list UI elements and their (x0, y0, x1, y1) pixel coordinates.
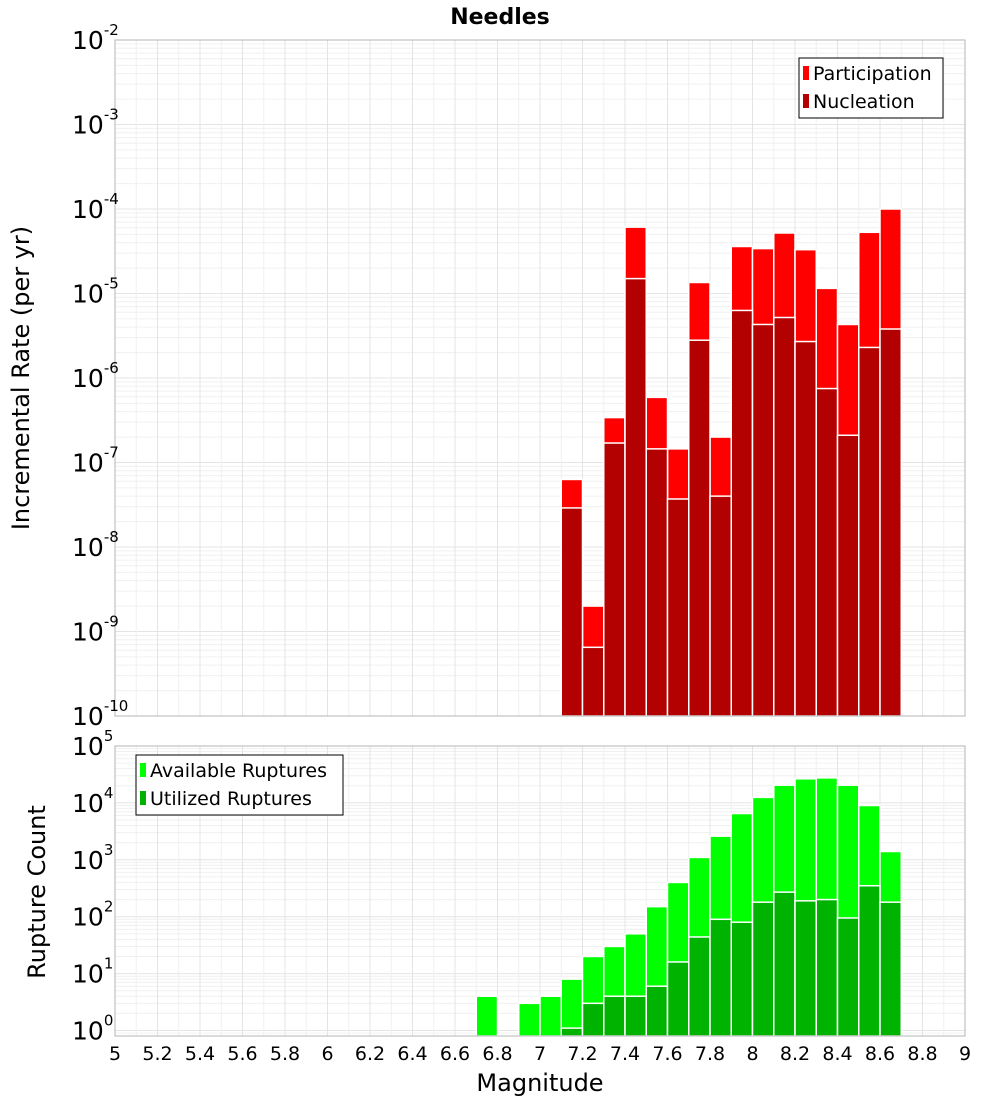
rate-y-tick-label: 10-2 (72, 21, 119, 55)
rate-bar-b (794, 340, 817, 717)
legend-label-utilized: Utilized Ruptures (150, 788, 312, 810)
rate-plot-bars (560, 208, 902, 717)
x-tick-label: 8.4 (822, 1043, 852, 1065)
x-tick-label: 5.2 (142, 1043, 172, 1065)
count-y-tick-label: 104 (72, 784, 113, 818)
count-x-ticks: 5 5.2 5.4 5.6 5.8 6 6.2 6.4 6.6 6.8 7 7.2 7.4 7.6 7.8 8… (109, 1043, 971, 1065)
legend-swatch-nucleation (803, 94, 809, 108)
count-bar-b (624, 995, 647, 1037)
count-bar-b (603, 995, 626, 1037)
count-bar-b (688, 936, 711, 1037)
count-y-tick-label: 101 (72, 955, 113, 989)
x-tick-label: 5.4 (185, 1043, 215, 1065)
x-tick-label: 6 (321, 1043, 333, 1065)
count-y-tick-label: 100 (72, 1011, 113, 1045)
x-tick-label: 8.8 (907, 1043, 937, 1065)
count-bar-b (666, 961, 690, 1037)
rate-y-tick-label: 10-9 (72, 613, 119, 647)
count-bar-a (518, 1002, 541, 1037)
legend-swatch-utilized (140, 791, 146, 805)
count-bar-a (475, 995, 499, 1037)
x-tick-label: 7.6 (652, 1043, 682, 1065)
count-bar-b (858, 884, 881, 1037)
count-bar-b (836, 917, 860, 1037)
rate-legend: Participation Nucleation (798, 57, 944, 119)
x-tick-label: 8 (746, 1043, 758, 1065)
rate-plot-border (114, 39, 966, 717)
rate-y-ticks: 10-10 10-9 10-8 10-7 10-6 10-5 10-4 10-3 10-2 (72, 21, 128, 731)
rate-bar-b (645, 448, 669, 717)
rate-bar-b (709, 495, 732, 717)
rate-bar-b (666, 498, 690, 717)
chart-title: Needles (450, 5, 550, 30)
x-tick-label: 5.6 (227, 1043, 257, 1065)
rate-bar-b (603, 442, 626, 717)
legend-swatch-available (140, 763, 146, 777)
x-axis-title: Magnitude (476, 1069, 603, 1097)
rate-bar-b (836, 434, 860, 717)
count-bar-b (709, 918, 732, 1037)
count-y-tick-label: 103 (72, 841, 113, 875)
x-tick-label: 6.4 (397, 1043, 427, 1065)
rate-legend-box (798, 57, 944, 119)
rate-bar-b (751, 323, 775, 717)
count-y-tick-label: 105 (72, 727, 113, 761)
x-tick-label: 7 (534, 1043, 546, 1065)
count-y-ticks: 100 101 102 103 104 105 (72, 727, 113, 1045)
x-tick-label: 5 (109, 1043, 121, 1065)
x-tick-label: 7.4 (610, 1043, 640, 1065)
count-bar-b (560, 1027, 584, 1037)
count-legend: Available Ruptures Utilized Ruptures (135, 754, 344, 816)
rate-bar-b (560, 507, 584, 717)
count-legend-box (135, 754, 344, 816)
rate-bar-b (773, 316, 796, 717)
x-tick-label: 7.8 (695, 1043, 725, 1065)
rate-y-axis-title: Incremental Rate (per yr) (7, 226, 35, 530)
rate-bar-b (815, 387, 839, 717)
count-plot-bars (475, 777, 902, 1037)
count-bar-b (815, 898, 839, 1037)
count-y-axis-title: Rupture Count (23, 805, 51, 979)
legend-swatch-participation (803, 66, 809, 80)
rate-bar-b (581, 646, 605, 717)
x-tick-label: 8.2 (780, 1043, 810, 1065)
rate-y-tick-label: 10-4 (72, 190, 119, 224)
count-plot-border (114, 745, 966, 1037)
x-tick-label: 8.6 (865, 1043, 895, 1065)
count-plot: 100 101 102 103 104 105 5 5.2 5.4 5.6 5.8 6 6.2 6.4 6… (23, 727, 971, 1097)
count-y-tick-label: 102 (72, 898, 113, 932)
rate-bar-b (730, 309, 754, 717)
count-bar-a (539, 995, 562, 1037)
x-tick-label: 5.8 (270, 1043, 300, 1065)
count-bar-b (773, 891, 796, 1037)
x-tick-label: 6.2 (355, 1043, 385, 1065)
rate-y-tick-label: 10-8 (72, 528, 119, 562)
rate-y-tick-label: 10-7 (72, 444, 119, 478)
count-bar-b (879, 901, 902, 1037)
rate-y-tick-label: 10-10 (72, 697, 128, 731)
count-bar-b (645, 985, 669, 1037)
rate-y-tick-label: 10-3 (72, 106, 119, 140)
legend-label-available: Available Ruptures (150, 760, 327, 782)
legend-label-nucleation: Nucleation (813, 91, 915, 113)
legend-label-participation: Participation (813, 63, 932, 85)
rate-plot: 10-10 10-9 10-8 10-7 10-6 10-5 10-4 10-3 10-2 In… (7, 21, 966, 731)
x-tick-label: 6.8 (482, 1043, 512, 1065)
rate-bar-b (879, 328, 902, 717)
rate-y-tick-label: 10-5 (72, 275, 119, 309)
x-tick-label: 6.6 (440, 1043, 470, 1065)
count-bar-b (581, 1002, 605, 1037)
rate-bar-b (624, 277, 647, 717)
rate-y-tick-label: 10-6 (72, 359, 119, 393)
rate-bar-b (858, 346, 881, 717)
count-bar-b (730, 921, 754, 1037)
count-bar-b (794, 900, 817, 1037)
x-tick-label: 9 (959, 1043, 971, 1065)
rate-bar-b (688, 339, 711, 717)
count-bar-b (751, 901, 775, 1037)
x-tick-label: 7.2 (567, 1043, 597, 1065)
